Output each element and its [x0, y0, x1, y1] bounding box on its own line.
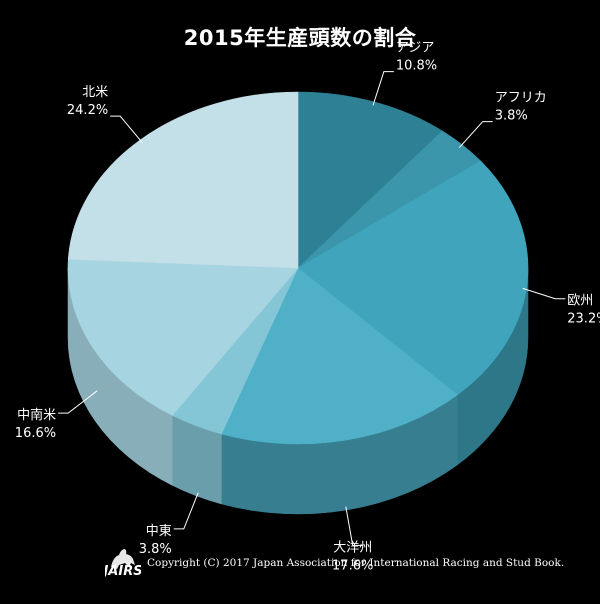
leader-line-0 [372, 71, 394, 106]
slice-value-1: 3.8% [495, 109, 528, 124]
slice-value-3: 17.6% [332, 558, 373, 573]
pie-labels: アジア 10.8% アフリカ 3.8% 欧州 23.2% 大洋州 17.6% 中東 3.8% 中南米… [15, 41, 600, 574]
leader-line-1 [458, 121, 493, 148]
pie-slice-3 [221, 267, 459, 445]
leader-line-5 [58, 390, 98, 414]
slice-label-2: 欧州 [567, 294, 593, 309]
slice-label-4: 中東 [146, 523, 172, 539]
slice-value-4: 3.8% [139, 542, 172, 557]
slice-label-6: 北米 [82, 85, 108, 100]
slice-label-3: 大洋州 [333, 540, 372, 555]
chart-title: 2015年生産頭数の割合 [183, 26, 417, 50]
leader-line-2 [522, 287, 566, 300]
pie-slice-2 [297, 160, 529, 396]
slice-label-0: アジア [396, 41, 434, 56]
slice-value-2: 23.2% [567, 312, 600, 327]
leader-line-4 [173, 492, 199, 530]
copyright-text: Copyright (C) 2017 Japan Association for… [147, 557, 565, 569]
pie-side [67, 267, 529, 515]
logo-text: JAIRS [105, 564, 141, 577]
leader-line-3 [345, 506, 363, 546]
slice-value-0: 10.8% [396, 59, 437, 74]
slice-label-1: アフリカ [495, 91, 547, 106]
footer: JAIRS Copyright (C) 2017 Japan Associati… [105, 543, 585, 579]
slice-label-5: 中南米 [17, 407, 56, 423]
leader-line-6 [110, 115, 144, 144]
pie-slice-6 [67, 91, 299, 269]
pie-top [67, 91, 529, 445]
jairs-logo: JAIRS [105, 549, 141, 577]
slice-value-6: 24.2% [67, 103, 108, 118]
pie-slice-5 [67, 258, 299, 416]
slice-value-5: 16.6% [15, 426, 56, 441]
